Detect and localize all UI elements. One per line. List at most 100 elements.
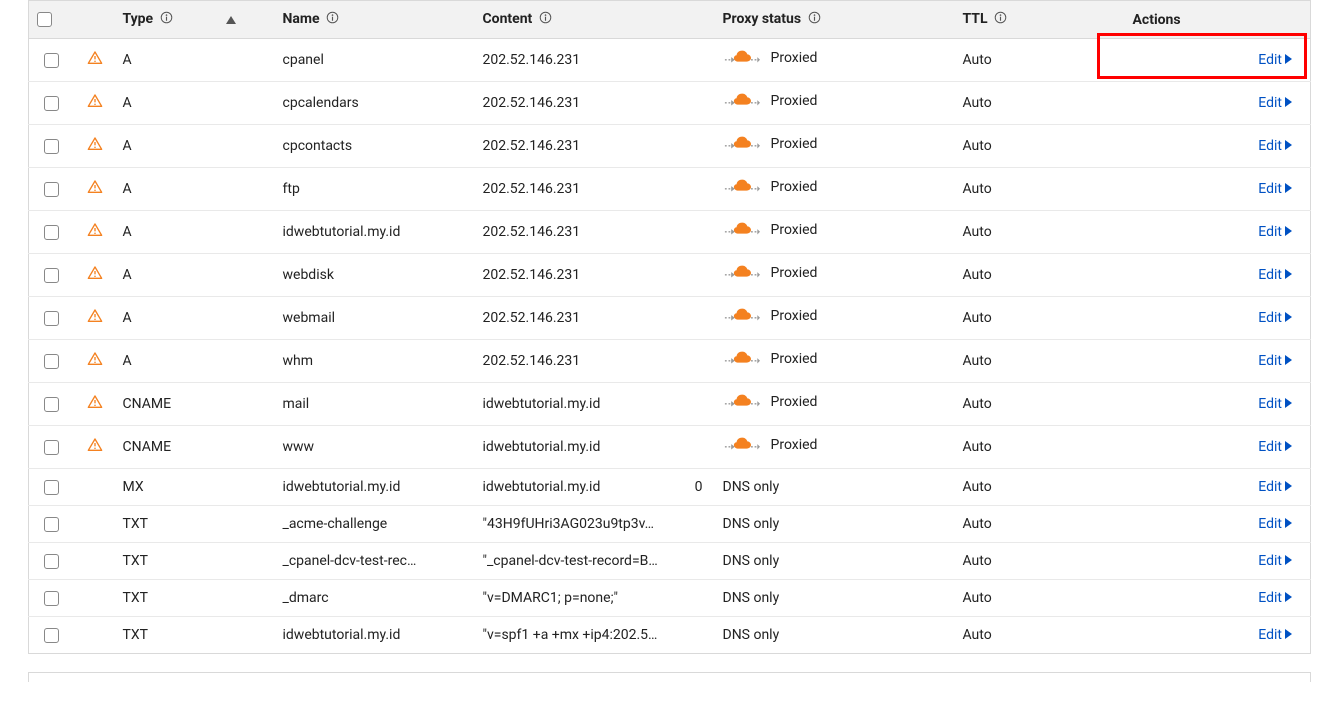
warning-icon xyxy=(87,93,103,113)
record-name: webmail xyxy=(275,297,475,340)
record-proxy-status: Proxied xyxy=(715,426,955,469)
record-content: 202.52.146.231 xyxy=(475,297,715,340)
row-warn-cell xyxy=(75,168,115,211)
proxied-cloud-icon xyxy=(723,264,761,282)
record-actions: Edit xyxy=(1125,39,1311,82)
record-name: ftp xyxy=(275,168,475,211)
proxy-label: DNS only xyxy=(723,590,780,606)
row-checkbox[interactable] xyxy=(44,554,59,569)
record-ttl: Auto xyxy=(955,82,1125,125)
edit-button[interactable]: Edit xyxy=(1258,52,1292,68)
row-warn-cell xyxy=(75,297,115,340)
proxy-label: Proxied xyxy=(771,93,818,109)
record-actions: Edit xyxy=(1125,211,1311,254)
chevron-right-icon xyxy=(1285,627,1292,643)
row-checkbox[interactable] xyxy=(44,139,59,154)
row-checkbox[interactable] xyxy=(44,311,59,326)
row-checkbox[interactable] xyxy=(44,354,59,369)
proxy-label: DNS only xyxy=(723,516,780,532)
header-ttl[interactable]: TTL xyxy=(955,1,1125,39)
select-all-checkbox[interactable] xyxy=(37,12,52,27)
proxy-label: Proxied xyxy=(771,222,818,238)
record-ttl: Auto xyxy=(955,340,1125,383)
row-checkbox[interactable] xyxy=(44,182,59,197)
table-row: TXT_acme-challenge"43H9fUHri3AG023u9tp3v… xyxy=(29,506,1311,543)
info-icon xyxy=(539,11,552,28)
edit-label: Edit xyxy=(1258,310,1282,326)
edit-button[interactable]: Edit xyxy=(1258,181,1292,197)
row-checkbox[interactable] xyxy=(44,628,59,643)
edit-button[interactable]: Edit xyxy=(1258,310,1292,326)
table-header-row: Type Name Content xyxy=(29,1,1311,39)
edit-button[interactable]: Edit xyxy=(1258,627,1292,643)
edit-button[interactable]: Edit xyxy=(1258,353,1292,369)
row-checkbox[interactable] xyxy=(44,268,59,283)
header-type[interactable]: Type xyxy=(115,1,275,39)
record-actions: Edit xyxy=(1125,383,1311,426)
record-proxy-status: Proxied xyxy=(715,39,955,82)
header-proxy-label: Proxy status xyxy=(723,11,802,27)
warning-icon xyxy=(87,222,103,242)
proxied-cloud-icon xyxy=(723,178,761,196)
proxy-label: Proxied xyxy=(771,437,818,453)
edit-button[interactable]: Edit xyxy=(1258,267,1292,283)
edit-label: Edit xyxy=(1258,353,1282,369)
edit-button[interactable]: Edit xyxy=(1258,224,1292,240)
record-ttl: Auto xyxy=(955,254,1125,297)
warning-icon xyxy=(87,50,103,70)
row-warn-cell xyxy=(75,125,115,168)
record-proxy-status: Proxied xyxy=(715,82,955,125)
header-name[interactable]: Name xyxy=(275,1,475,39)
record-name: www xyxy=(275,426,475,469)
row-checkbox[interactable] xyxy=(44,225,59,240)
edit-button[interactable]: Edit xyxy=(1258,590,1292,606)
table-row: CNAMEwwwidwebtutorial.my.id ProxiedAutoE… xyxy=(29,426,1311,469)
header-actions: Actions xyxy=(1125,1,1311,39)
proxy-label: DNS only xyxy=(723,553,780,569)
row-checkbox[interactable] xyxy=(44,591,59,606)
row-checkbox[interactable] xyxy=(44,53,59,68)
edit-button[interactable]: Edit xyxy=(1258,95,1292,111)
edit-button[interactable]: Edit xyxy=(1258,439,1292,455)
edit-button[interactable]: Edit xyxy=(1258,138,1292,154)
warning-icon xyxy=(87,351,103,371)
warning-icon xyxy=(87,179,103,199)
header-content[interactable]: Content xyxy=(475,1,715,39)
row-checkbox[interactable] xyxy=(44,397,59,412)
edit-button[interactable]: Edit xyxy=(1258,516,1292,532)
record-content: idwebtutorial.my.id xyxy=(475,383,715,426)
edit-button[interactable]: Edit xyxy=(1258,396,1292,412)
record-ttl: Auto xyxy=(955,211,1125,254)
record-type: CNAME xyxy=(115,426,275,469)
dns-table-container: Type Name Content xyxy=(28,0,1311,654)
edit-button[interactable]: Edit xyxy=(1258,479,1292,495)
row-checkbox[interactable] xyxy=(44,480,59,495)
edit-button[interactable]: Edit xyxy=(1258,553,1292,569)
header-type-label: Type xyxy=(123,11,154,27)
record-name: _dmarc xyxy=(275,580,475,617)
record-actions: Edit xyxy=(1125,426,1311,469)
row-warn-cell xyxy=(75,580,115,617)
record-type: A xyxy=(115,340,275,383)
record-name: _acme-challenge xyxy=(275,506,475,543)
record-proxy-status: DNS only xyxy=(715,506,955,543)
row-checkbox[interactable] xyxy=(44,96,59,111)
record-ttl: Auto xyxy=(955,426,1125,469)
proxied-cloud-icon xyxy=(723,307,761,325)
header-proxy[interactable]: Proxy status xyxy=(715,1,955,39)
record-type: A xyxy=(115,211,275,254)
header-content-label: Content xyxy=(483,11,533,27)
row-checkbox[interactable] xyxy=(44,440,59,455)
table-row: TXTidwebtutorial.my.id"v=spf1 +a +mx +ip… xyxy=(29,617,1311,654)
record-actions: Edit xyxy=(1125,543,1311,580)
row-warn-cell xyxy=(75,469,115,506)
row-checkbox[interactable] xyxy=(44,517,59,532)
record-type: TXT xyxy=(115,580,275,617)
row-warn-cell xyxy=(75,39,115,82)
record-name: idwebtutorial.my.id xyxy=(275,211,475,254)
chevron-right-icon xyxy=(1285,95,1292,111)
header-checkbox-cell xyxy=(29,1,75,39)
table-row: TXT_cpanel-dcv-test-rec…"_cpanel-dcv-tes… xyxy=(29,543,1311,580)
header-actions-label: Actions xyxy=(1133,12,1181,28)
chevron-right-icon xyxy=(1285,516,1292,532)
